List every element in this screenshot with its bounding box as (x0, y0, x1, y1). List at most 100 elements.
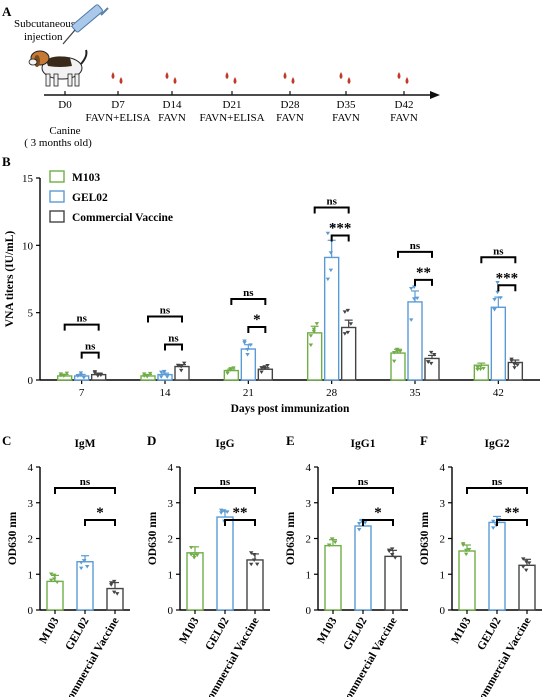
data-point (325, 231, 331, 236)
y-axis-title: OD630 nm (419, 511, 431, 565)
data-point (85, 564, 90, 569)
data-point (327, 543, 332, 547)
bar-commercial-vaccine (340, 326, 357, 381)
y-tick-label: 0 (306, 605, 312, 617)
data-point (92, 370, 98, 374)
panel-b-label: B (2, 154, 11, 169)
data-point (467, 547, 472, 552)
data-point (79, 566, 84, 571)
data-point (509, 357, 514, 362)
data-point (189, 545, 194, 550)
data-point (159, 370, 164, 375)
data-point (192, 553, 197, 558)
data-point (259, 370, 264, 374)
sig-gel02-vs-commercial-bracket (247, 326, 267, 334)
data-point (527, 561, 532, 565)
data-point (52, 573, 57, 578)
bar-gel02 (157, 373, 173, 381)
sig-m103-vs-commercial-bracket (54, 487, 116, 494)
data-point (179, 368, 184, 373)
x-tick-label: 28 (326, 387, 338, 399)
data-point (192, 555, 197, 560)
data-point (162, 370, 167, 374)
data-point (390, 547, 395, 551)
bar-gel02 (354, 525, 372, 611)
timeline: D0 D7FAVN+ELISAD14FAVND21FAVN+ELISAD28FAV… (24, 72, 440, 149)
data-point (314, 322, 320, 326)
data-point (49, 572, 54, 576)
y-axis-title: VNA titers (IU/mL) (4, 231, 16, 328)
data-point (142, 374, 147, 378)
data-point (393, 556, 398, 560)
sig-m103-vs-commercial-label: ns (326, 195, 337, 207)
y-tick-label: 10 (22, 240, 34, 252)
bar-commercial-vaccine (507, 361, 524, 381)
sig-gel02-vs-commercial-label: ns (85, 341, 96, 353)
sig-gel02-vs-commercial-bracket (414, 278, 433, 286)
data-point (61, 373, 67, 378)
y-tick-label: 1 (440, 569, 446, 581)
data-point (98, 373, 104, 378)
x-tick-label: Commercial Vaccine (201, 616, 262, 697)
data-point (182, 361, 187, 366)
x-tick-label: Commercial Vaccine (473, 616, 534, 697)
data-point (242, 339, 247, 344)
blood-drop-icon (173, 77, 177, 84)
bar-m103 (56, 375, 73, 381)
data-point (524, 568, 529, 573)
data-point (308, 343, 314, 348)
data-point (249, 551, 254, 555)
sig-m103-vs-commercial-label: ns (76, 313, 87, 325)
x-tick-label: Commercial Vaccine (339, 616, 400, 697)
bar-gel02 (76, 561, 94, 611)
bar-m103 (390, 352, 406, 381)
panel-c-label: C (2, 433, 11, 448)
data-point (109, 581, 114, 585)
data-point (75, 374, 81, 378)
data-point (308, 334, 314, 338)
bar-m103 (458, 550, 476, 611)
blood-drop-icon (111, 72, 115, 79)
panel-d-label: D (147, 433, 156, 448)
animal-age-label: ( 3 months old) (24, 137, 92, 149)
y-tick-label: 2 (306, 534, 312, 546)
timeline-day-label: D7 (111, 99, 125, 111)
panel-a-label: A (2, 4, 12, 19)
bar-m103 (46, 580, 64, 611)
y-tick-label: 0 (440, 605, 446, 617)
data-point (64, 371, 70, 376)
sig-gel02-vs-commercial-bracket (330, 234, 350, 242)
timeline-assay-label: FAVN+ELISA (199, 112, 264, 124)
sig-m103-vs-commercial-label: ns (492, 476, 503, 488)
blood-drop-icon (233, 77, 237, 84)
data-point (342, 332, 348, 336)
y-tick-label: 2 (28, 534, 34, 546)
data-point (245, 348, 250, 352)
x-tick-label: GEL02 (475, 615, 503, 652)
y-axis-title: OD630 nm (7, 511, 19, 565)
legend-swatch (49, 170, 65, 183)
sig-gel02-vs-commercial-bracket (362, 519, 394, 526)
data-point (524, 560, 529, 564)
y-tick-label: 2 (440, 534, 446, 546)
x-tick-label: M103 (315, 615, 340, 646)
sig-gel02-vs-commercial-label: * (253, 312, 261, 328)
blood-drop-icon (397, 72, 401, 79)
data-point (225, 371, 230, 376)
x-tick-label: 42 (493, 387, 504, 399)
data-point (159, 375, 164, 379)
x-tick-label: 7 (79, 387, 85, 399)
data-point (331, 224, 337, 228)
bar-commercial-vaccine (518, 564, 536, 611)
y-tick-label: 0 (28, 605, 34, 617)
data-point (79, 560, 84, 565)
bar-gel02 (216, 516, 234, 611)
sig-gel02-vs-commercial-label: ns (168, 333, 179, 345)
data-point (409, 286, 414, 291)
data-point (78, 371, 84, 375)
y-tick-label: 4 (440, 462, 446, 474)
data-point (512, 366, 517, 370)
